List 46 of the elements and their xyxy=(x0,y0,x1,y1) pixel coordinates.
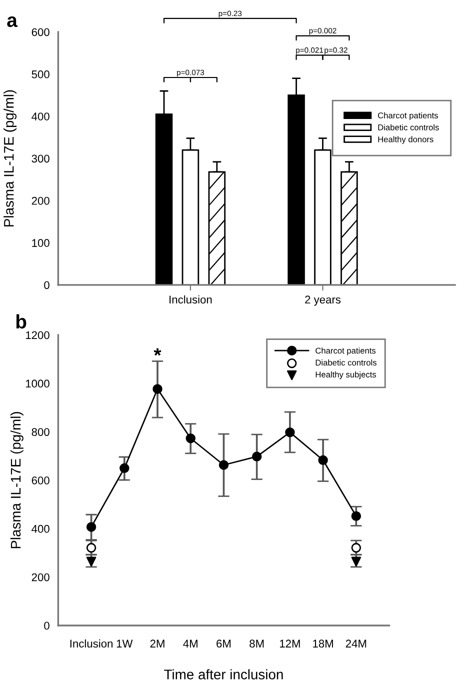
x-tick-label: 2 years xyxy=(305,296,341,306)
y-tick-label: 0 xyxy=(44,622,50,630)
chart-title: b xyxy=(16,314,26,329)
y-tick-label: 200 xyxy=(32,196,50,205)
annotation: * xyxy=(154,348,162,356)
x-tick-label: Inclusion xyxy=(170,295,212,304)
y-tick-label: 600 xyxy=(32,28,50,36)
point xyxy=(120,463,130,473)
point xyxy=(285,427,295,438)
point xyxy=(186,434,196,444)
x-tick-label: 1W xyxy=(116,640,133,648)
point xyxy=(86,522,96,532)
x-tick-label: 2M xyxy=(150,640,164,648)
point xyxy=(318,455,328,466)
y-tick-label: 800 xyxy=(32,428,50,436)
y-axis-title: Plasma IL-17E (pg/ml) xyxy=(10,412,24,548)
point xyxy=(252,452,262,462)
y-tick-label: 200 xyxy=(32,573,50,582)
legend-label: Charcot patients xyxy=(316,347,376,356)
y-tick-label: 100 xyxy=(32,239,50,247)
y-tick-label: 500 xyxy=(32,70,50,78)
x-tick-label: 12M xyxy=(280,640,300,648)
x-tick-label: 4M xyxy=(183,640,198,648)
point xyxy=(218,460,229,470)
legend-label: Diabetic controls xyxy=(316,359,376,366)
y-tick-label: 600 xyxy=(32,476,50,484)
legend-label: Healthy subjects xyxy=(316,371,376,380)
x-tick-label: 18M xyxy=(313,640,333,648)
x-tick-label: 8M xyxy=(250,640,264,648)
y-tick-label: 400 xyxy=(32,524,50,533)
y-tick-label: 400 xyxy=(32,112,50,120)
x-tick-label: 24M xyxy=(346,640,366,648)
x-tick-label: Inclusion xyxy=(70,639,112,648)
y-tick-label: 0 xyxy=(44,281,50,290)
point xyxy=(152,384,162,394)
y-axis-title: Plasma IL-17E (pg/ml) xyxy=(4,90,17,226)
chart-title: a xyxy=(7,16,18,28)
legend-label: Healthy donors xyxy=(378,136,434,144)
legend-label: Diabetic controls xyxy=(378,124,439,130)
legend-label: Charcot patients xyxy=(378,112,438,120)
x-tick-label: 6M xyxy=(216,640,231,648)
y-tick-label: 300 xyxy=(32,154,50,163)
point xyxy=(351,511,362,521)
y-tick-label: 1000 xyxy=(26,380,50,388)
y-tick-label: 1200 xyxy=(26,331,50,340)
x-axis-title: Time after inclusion xyxy=(164,669,283,680)
